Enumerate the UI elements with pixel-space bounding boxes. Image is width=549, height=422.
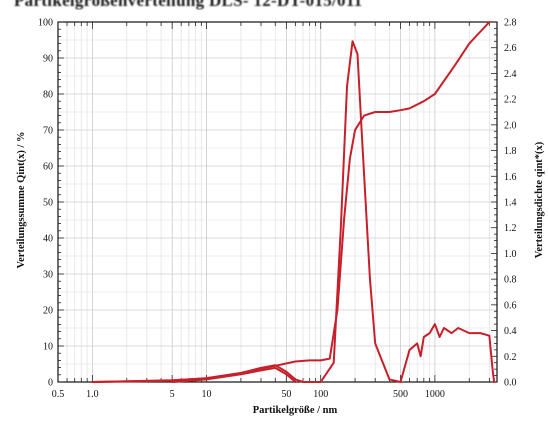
y-right-tick-label: 0.4 (504, 326, 517, 337)
y-right-tick-label: 2.8 (504, 18, 517, 29)
y-left-tick-label: 40 (43, 234, 53, 245)
y-left-tick-label: 20 (43, 306, 53, 317)
chart-title-text: Partikelgrößenverteilung DLS- 12-DT-015/… (14, 0, 363, 10)
y-right-tick-label: 0.2 (504, 352, 517, 363)
x-tick-label: 1000 (425, 389, 445, 400)
series-lines (91, 21, 496, 383)
x-tick-label: 50 (281, 389, 291, 400)
y-left-tick-label: 100 (38, 18, 53, 29)
tick-marks (57, 21, 497, 383)
y-right-tick-label: 0.6 (504, 300, 517, 311)
x-tick-label: 5 (170, 389, 175, 400)
y-right-tick-label: 2.4 (504, 69, 517, 80)
y-left-tick-label: 80 (43, 90, 53, 101)
grid (57, 21, 497, 383)
y-right-tick-label: 0.0 (504, 378, 517, 389)
y-right-tick-label: 1.8 (504, 146, 517, 157)
y-left-tick-label: 30 (43, 270, 53, 281)
x-tick-label: 0.5 (52, 389, 65, 400)
series-line-2 (171, 366, 297, 383)
y-axis-left-title: Verteilungssumme Qint(x) / % (16, 132, 27, 269)
x-tick-label: 10 (202, 389, 212, 400)
y-right-tick-label: 2.2 (504, 95, 517, 106)
y-right-tick-label: 2.0 (504, 120, 517, 131)
y-right-tick-label: 0.8 (504, 275, 517, 286)
y-right-tick-label: 1.0 (504, 249, 517, 260)
y-left-tick-label: 0 (48, 378, 53, 389)
y-right-tick-label: 1.6 (504, 172, 517, 183)
x-tick-label: 1.0 (86, 389, 99, 400)
y-right-tick-label: 1.4 (504, 198, 517, 209)
y-right-tick-label: 2.6 (504, 43, 517, 54)
y-left-tick-label: 70 (43, 126, 53, 137)
y-left-tick-label: 90 (43, 54, 53, 65)
tick-labels: 0.5 1.0 5 10 50 100 500 1000 0 10 20 30 40 50 60 70 80 90… (38, 18, 517, 401)
x-tick-label: 100 (313, 389, 328, 400)
y-left-tick-label: 60 (43, 162, 53, 173)
y-left-tick-label: 50 (43, 198, 53, 209)
y-axis-right-title: Verteilungsdichte qint*(x) (534, 141, 545, 258)
y-right-tick-label: 1.2 (504, 223, 517, 234)
x-tick-label: 500 (393, 389, 408, 400)
x-axis-title: Partikelgröße / nm (253, 405, 338, 416)
y-left-tick-label: 10 (43, 342, 53, 353)
chart-title: Partikelgrößenverteilung DLS- 12-DT-015/… (0, 0, 549, 10)
series-line-1 (91, 40, 496, 383)
